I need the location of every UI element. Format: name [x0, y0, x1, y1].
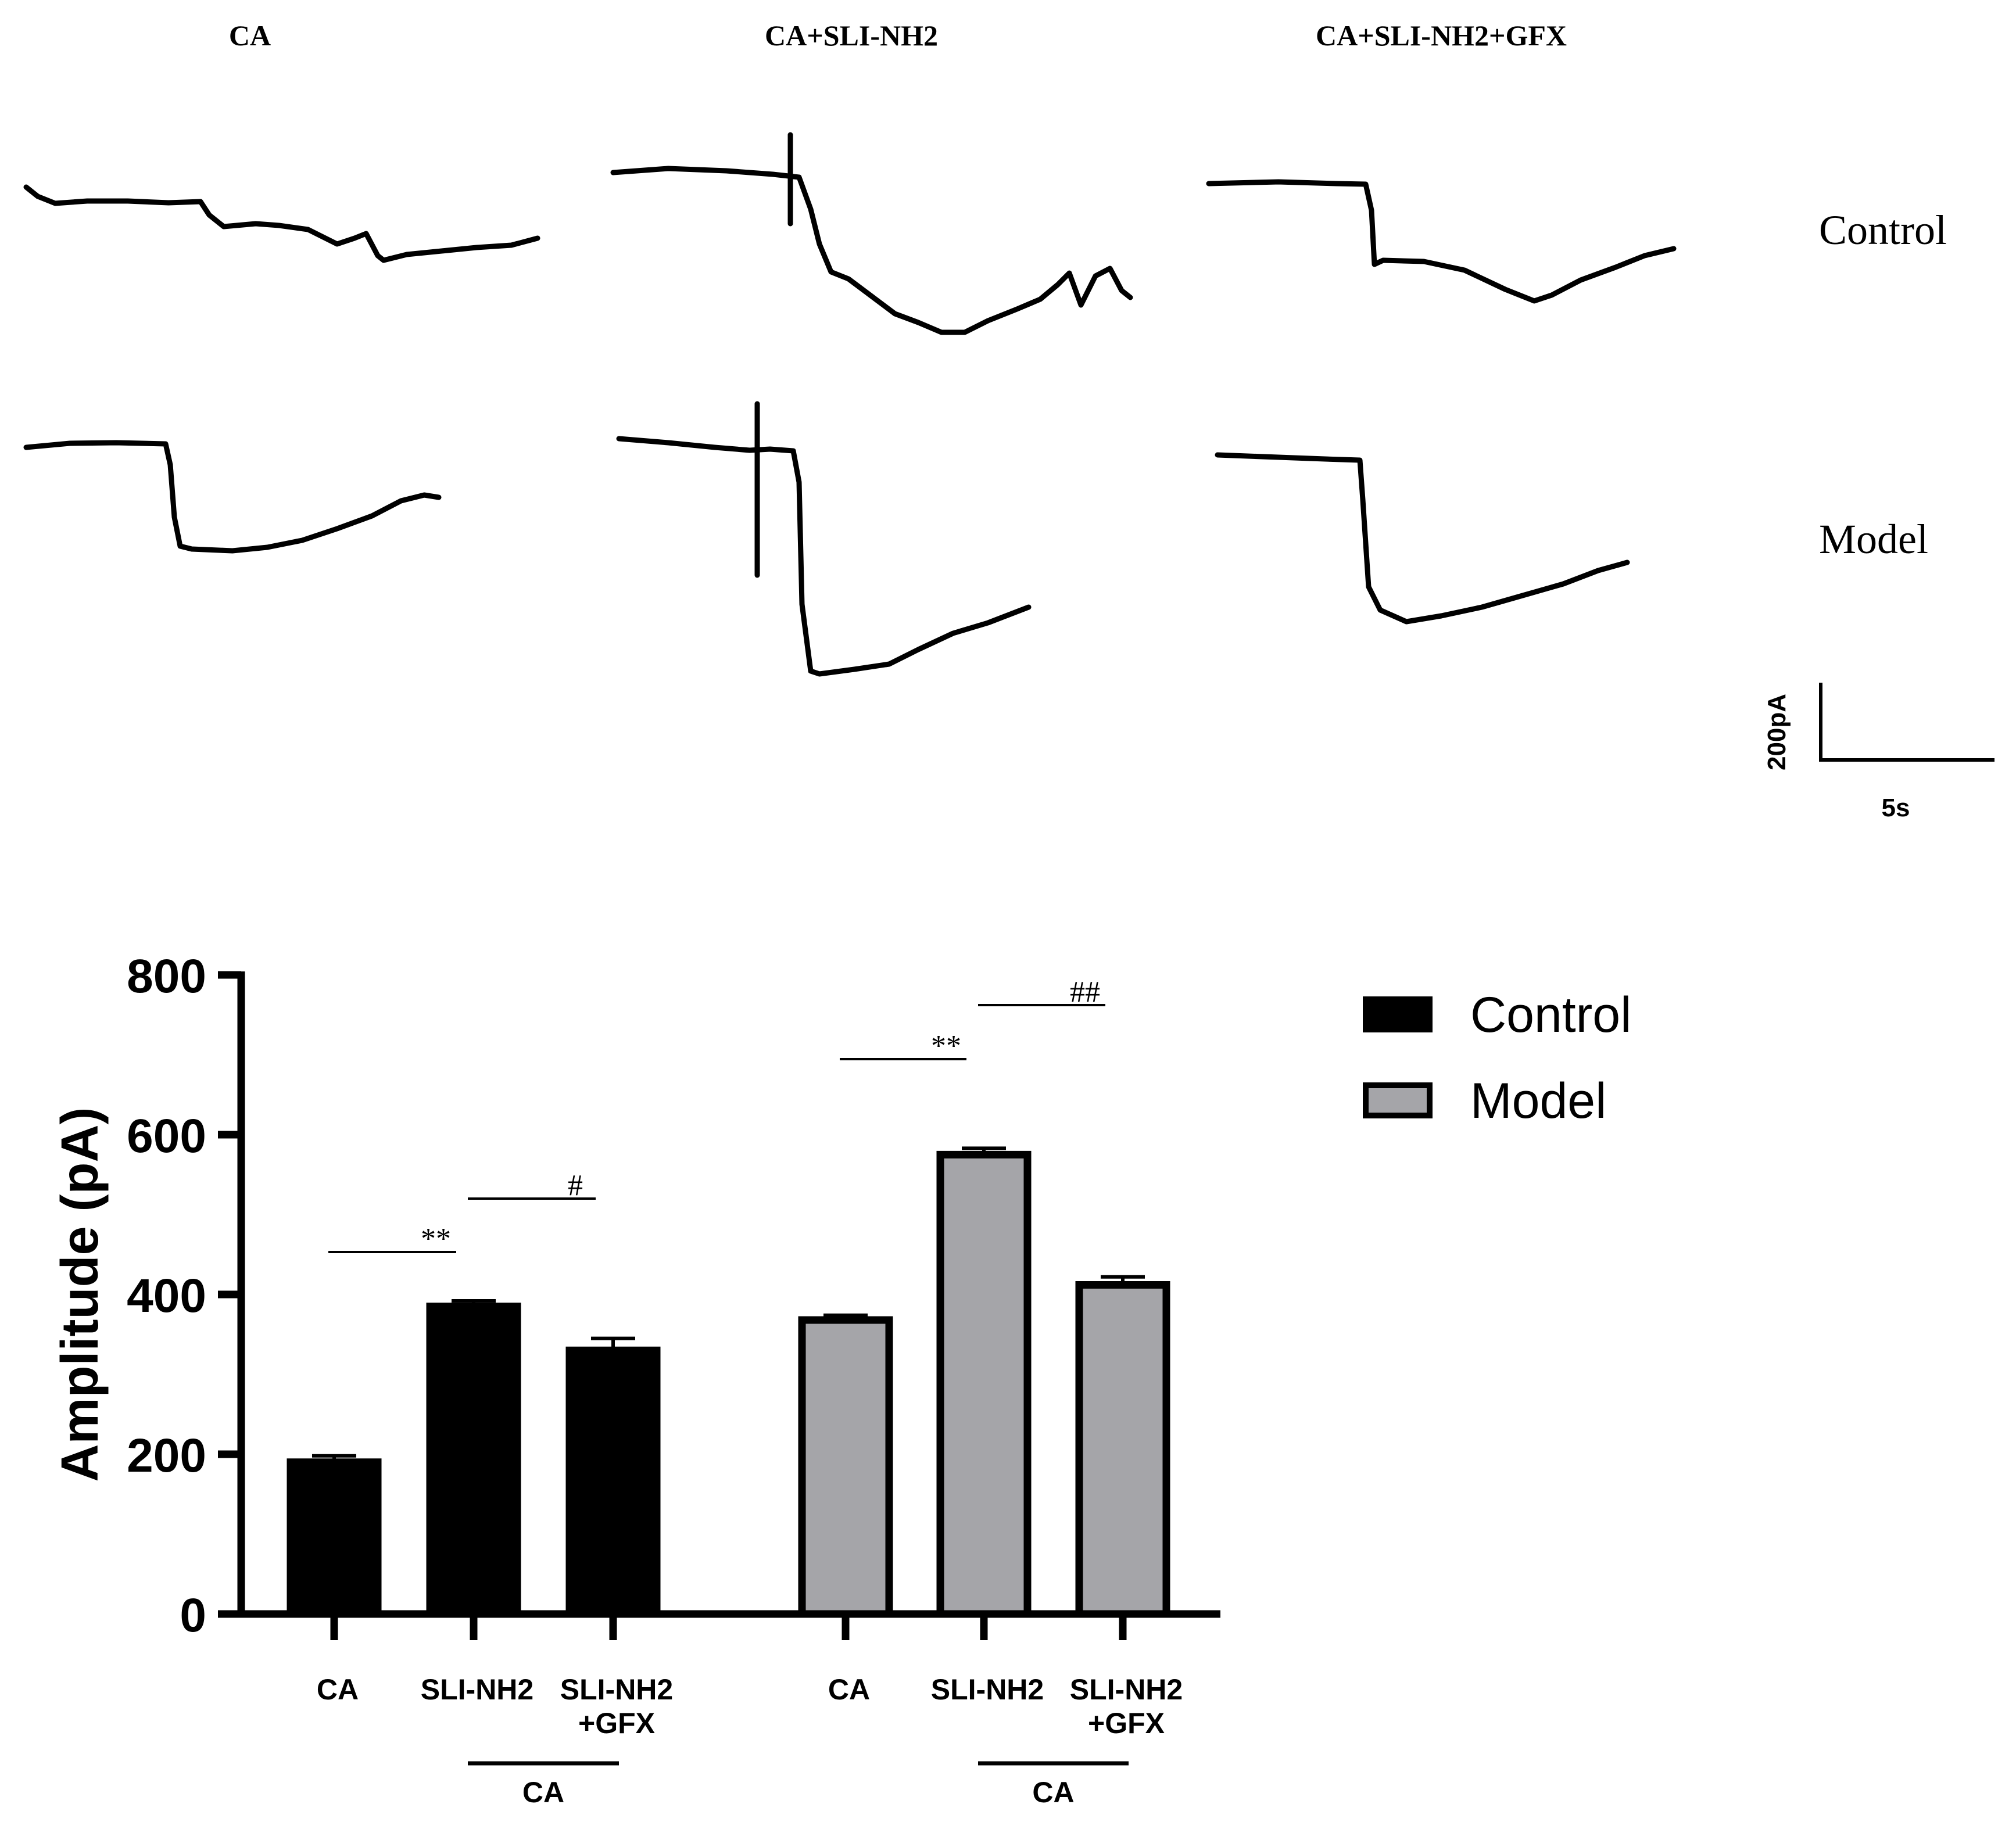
bars [287, 1146, 1170, 1618]
trace-control-ca-sli-gfx [1206, 179, 1677, 304]
legend-label-model: Model [1470, 1073, 1606, 1129]
y-tick-label: 200 [127, 1429, 206, 1482]
trace-control-ca-sli [610, 166, 1133, 335]
legend-swatch-control [1363, 996, 1433, 1032]
y-tick-label: 0 [180, 1589, 206, 1642]
bar-control-0 [287, 1458, 382, 1618]
column-title-ca: CA [229, 19, 271, 52]
scale-bar-lines [1819, 683, 1994, 762]
legend: Control Model [1363, 987, 1631, 1129]
trace-control-ca [23, 184, 540, 263]
group-underline-label: CA [1032, 1776, 1074, 1809]
x-tick-label: SLI-NH2 [1070, 1673, 1183, 1706]
x-tick-label: CA [317, 1673, 359, 1706]
significance-label: ** [931, 1030, 961, 1063]
x-tick-label: +GFX [1088, 1707, 1165, 1739]
traces [23, 132, 1677, 677]
scale-bar-current-label: 200pA [1763, 694, 1791, 770]
row-label-model: Model [1819, 516, 1928, 562]
column-title-ca-sli-gfx: CA+SLI-NH2+GFX [1316, 19, 1567, 52]
significance-marks: ** # ** ## [328, 975, 1105, 1256]
bar-model-0 [798, 1316, 893, 1618]
group-underline-label: CA [522, 1776, 564, 1809]
row-label-control: Control [1819, 207, 1947, 253]
y-tick-label: 600 [127, 1110, 206, 1163]
y-tick-label: 800 [127, 950, 206, 1003]
significance-label: ## [1070, 975, 1100, 1009]
bar-model-2 [1075, 1281, 1170, 1618]
x-tick-label: +GFX [578, 1707, 655, 1739]
scale-bar: 200pA 5s [1763, 683, 1994, 822]
trace-model-ca [23, 440, 442, 554]
significance-label: # [568, 1169, 583, 1202]
bar-control-2 [565, 1346, 661, 1618]
significance-label: ** [421, 1222, 451, 1256]
legend-swatch-model [1363, 1082, 1433, 1118]
trace-model-ca-sli [616, 436, 1032, 677]
trace-panel: CA CA+SLI-NH2 CA+SLI-NH2+GFX Control Mod… [23, 19, 1994, 822]
legend-label-control: Control [1470, 987, 1631, 1043]
column-title-ca-sli: CA+SLI-NH2 [765, 19, 938, 52]
x-tick-label: SLI-NH2 [931, 1673, 1044, 1706]
x-tick-label: SLI-NH2 [560, 1673, 673, 1706]
y-tick-label: 400 [127, 1269, 206, 1322]
y-axis-label: Amplitude (pA) [51, 1107, 109, 1482]
bar-model-1 [936, 1150, 1032, 1618]
scale-bar-time-label: 5s [1882, 794, 1910, 822]
y-axis-ticks: 0 200 400 600 800 [127, 950, 241, 1642]
x-tick-label: SLI-NH2 [421, 1673, 533, 1706]
bar-control-1 [426, 1303, 521, 1618]
trace-model-ca-sli-gfx [1215, 452, 1630, 625]
x-tick-label: CA [828, 1673, 870, 1706]
